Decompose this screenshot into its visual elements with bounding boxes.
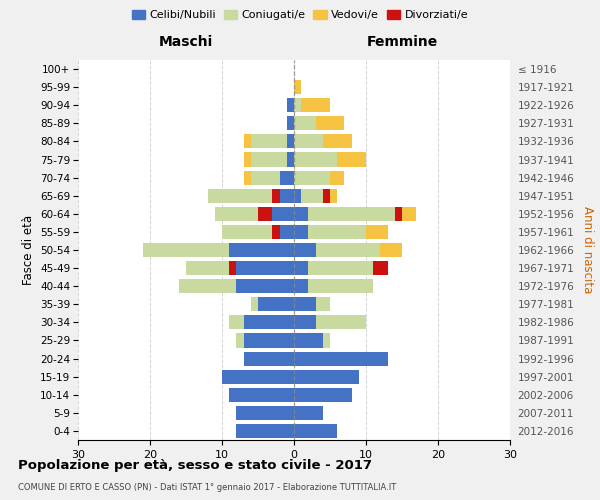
Bar	[294, 370, 359, 384]
Text: Femmine: Femmine	[367, 35, 437, 49]
Bar	[236, 279, 294, 293]
Bar	[294, 80, 301, 94]
Bar	[244, 316, 294, 330]
Bar	[294, 261, 308, 275]
Bar	[294, 334, 323, 347]
Bar	[316, 316, 366, 330]
Bar	[280, 170, 294, 184]
Bar	[294, 388, 352, 402]
Bar	[380, 243, 402, 257]
Bar	[244, 334, 294, 347]
Bar	[251, 170, 280, 184]
Bar	[244, 152, 251, 166]
Bar	[251, 152, 287, 166]
Bar	[229, 261, 236, 275]
Bar	[316, 116, 344, 130]
Bar	[294, 316, 316, 330]
Bar	[272, 225, 280, 239]
Bar	[208, 188, 280, 203]
Bar	[244, 170, 251, 184]
Bar	[308, 261, 373, 275]
Bar	[294, 406, 323, 420]
Bar	[229, 243, 294, 257]
Bar	[294, 170, 330, 184]
Bar	[308, 207, 395, 221]
Bar	[323, 334, 330, 347]
Bar	[294, 352, 388, 366]
Bar	[294, 243, 316, 257]
Bar	[287, 116, 294, 130]
Bar	[294, 424, 337, 438]
Text: COMUNE DI ERTO E CASSO (PN) - Dati ISTAT 1° gennaio 2017 - Elaborazione TUTTITAL: COMUNE DI ERTO E CASSO (PN) - Dati ISTAT…	[18, 484, 396, 492]
Bar	[294, 116, 316, 130]
Bar	[294, 152, 337, 166]
Bar	[337, 152, 366, 166]
Bar	[236, 261, 294, 275]
Bar	[373, 261, 388, 275]
Bar	[294, 225, 308, 239]
Bar	[215, 207, 272, 221]
Bar	[280, 188, 294, 203]
Bar	[186, 261, 236, 275]
Bar	[308, 225, 366, 239]
Text: Maschi: Maschi	[159, 35, 213, 49]
Bar	[251, 134, 287, 148]
Legend: Celibi/Nubili, Coniugati/e, Vedovi/e, Divorziati/e: Celibi/Nubili, Coniugati/e, Vedovi/e, Di…	[127, 6, 473, 25]
Bar	[294, 188, 301, 203]
Bar	[287, 134, 294, 148]
Bar	[179, 279, 236, 293]
Bar	[294, 279, 308, 293]
Bar	[287, 152, 294, 166]
Bar	[236, 406, 294, 420]
Bar	[236, 424, 294, 438]
Bar	[294, 134, 323, 148]
Bar	[294, 207, 308, 221]
Bar	[323, 134, 352, 148]
Bar	[280, 225, 294, 239]
Bar	[244, 352, 294, 366]
Bar	[301, 188, 323, 203]
Bar	[251, 297, 258, 312]
Bar	[258, 207, 272, 221]
Y-axis label: Fasce di età: Fasce di età	[22, 215, 35, 285]
Bar	[294, 98, 301, 112]
Bar	[395, 207, 416, 221]
Bar	[272, 188, 280, 203]
Bar	[229, 388, 294, 402]
Bar	[287, 98, 294, 112]
Bar	[323, 188, 330, 203]
Bar	[323, 188, 337, 203]
Bar	[244, 134, 251, 148]
Bar	[222, 370, 294, 384]
Bar	[395, 207, 402, 221]
Bar	[316, 297, 330, 312]
Bar	[366, 225, 388, 239]
Bar	[330, 170, 344, 184]
Bar	[143, 243, 229, 257]
Bar	[272, 207, 294, 221]
Bar	[316, 243, 380, 257]
Bar	[373, 261, 380, 275]
Bar	[236, 334, 244, 347]
Bar	[294, 297, 316, 312]
Bar	[308, 279, 373, 293]
Bar	[229, 316, 244, 330]
Bar	[258, 297, 294, 312]
Bar	[301, 98, 330, 112]
Y-axis label: Anni di nascita: Anni di nascita	[581, 206, 594, 294]
Bar	[222, 225, 280, 239]
Text: Popolazione per età, sesso e stato civile - 2017: Popolazione per età, sesso e stato civil…	[18, 460, 372, 472]
